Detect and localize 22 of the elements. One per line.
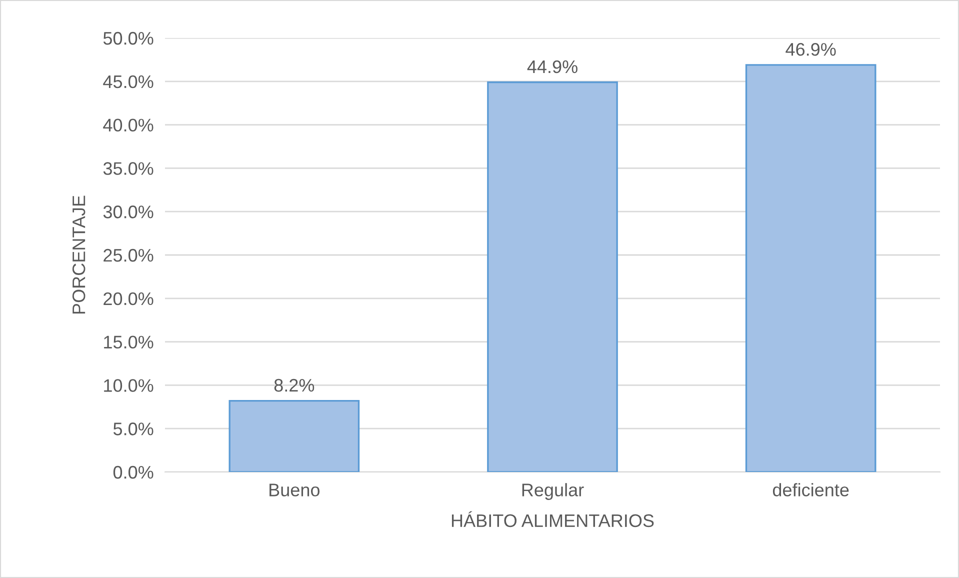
y-tick-label: 25.0%	[104, 248, 154, 262]
bar	[228, 400, 360, 472]
y-tick-label: 5.0%	[113, 422, 154, 436]
y-tick-label: 45.0%	[103, 75, 154, 88]
y-tick-label: 40.0%	[103, 118, 154, 132]
data-label: 8.2%	[274, 378, 314, 392]
y-tick-label: 30.0%	[103, 206, 154, 218]
bar	[745, 64, 876, 472]
x-axis-title: HÁBITO ALIMENTARIOS	[452, 511, 654, 528]
y-tick-label: 35.0%	[103, 162, 154, 175]
data-label: 46.9%	[786, 43, 836, 56]
y-tick-label: 20.0%	[104, 292, 154, 306]
y-axis-title: PORCENTAJE	[72, 196, 86, 314]
x-tick-label: Regular	[522, 483, 584, 500]
y-tick-label: 0.0%	[113, 466, 154, 479]
data-label: 44.9%	[527, 60, 578, 74]
x-tick-label: deficiente	[772, 483, 849, 496]
y-tick-label: 10.0%	[104, 379, 154, 392]
bar	[487, 81, 618, 472]
y-tick-label: 50.0%	[103, 32, 154, 45]
x-tick-label: Bueno	[270, 484, 320, 496]
y-tick-label: 15.0%	[104, 336, 154, 349]
